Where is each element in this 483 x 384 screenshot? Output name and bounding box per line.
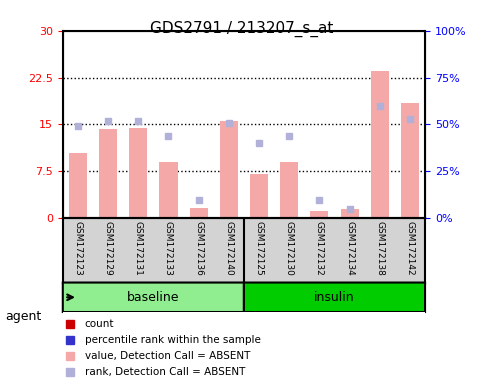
Bar: [341, 209, 358, 218]
Text: GSM172129: GSM172129: [103, 222, 113, 276]
Text: rank, Detection Call = ABSENT: rank, Detection Call = ABSENT: [85, 367, 245, 377]
Text: GSM172140: GSM172140: [224, 222, 233, 276]
Bar: [371, 71, 389, 218]
FancyBboxPatch shape: [63, 283, 244, 312]
Text: agent: agent: [5, 310, 41, 323]
FancyBboxPatch shape: [244, 283, 425, 312]
Text: GSM172131: GSM172131: [134, 222, 143, 276]
Bar: [99, 129, 117, 218]
Bar: [159, 162, 178, 218]
Bar: [311, 211, 328, 218]
Text: count: count: [85, 319, 114, 329]
Text: GSM172123: GSM172123: [73, 222, 83, 276]
Bar: [220, 121, 238, 218]
Text: GSM172134: GSM172134: [345, 222, 354, 276]
Bar: [189, 208, 208, 218]
Text: GSM172133: GSM172133: [164, 222, 173, 276]
Bar: [69, 152, 87, 218]
Text: GSM172132: GSM172132: [315, 222, 324, 276]
Text: GSM172130: GSM172130: [284, 222, 294, 276]
Bar: [280, 162, 298, 218]
Text: GSM172142: GSM172142: [405, 222, 414, 276]
Bar: [129, 127, 147, 218]
Text: GSM172138: GSM172138: [375, 222, 384, 276]
Text: baseline: baseline: [127, 291, 180, 304]
Text: insulin: insulin: [314, 291, 355, 304]
Bar: [401, 103, 419, 218]
Bar: [250, 174, 268, 218]
Text: GSM172136: GSM172136: [194, 222, 203, 276]
Text: percentile rank within the sample: percentile rank within the sample: [85, 335, 260, 345]
Text: GSM172125: GSM172125: [255, 222, 264, 276]
Text: GDS2791 / 213207_s_at: GDS2791 / 213207_s_at: [150, 21, 333, 37]
Text: value, Detection Call = ABSENT: value, Detection Call = ABSENT: [85, 351, 250, 361]
